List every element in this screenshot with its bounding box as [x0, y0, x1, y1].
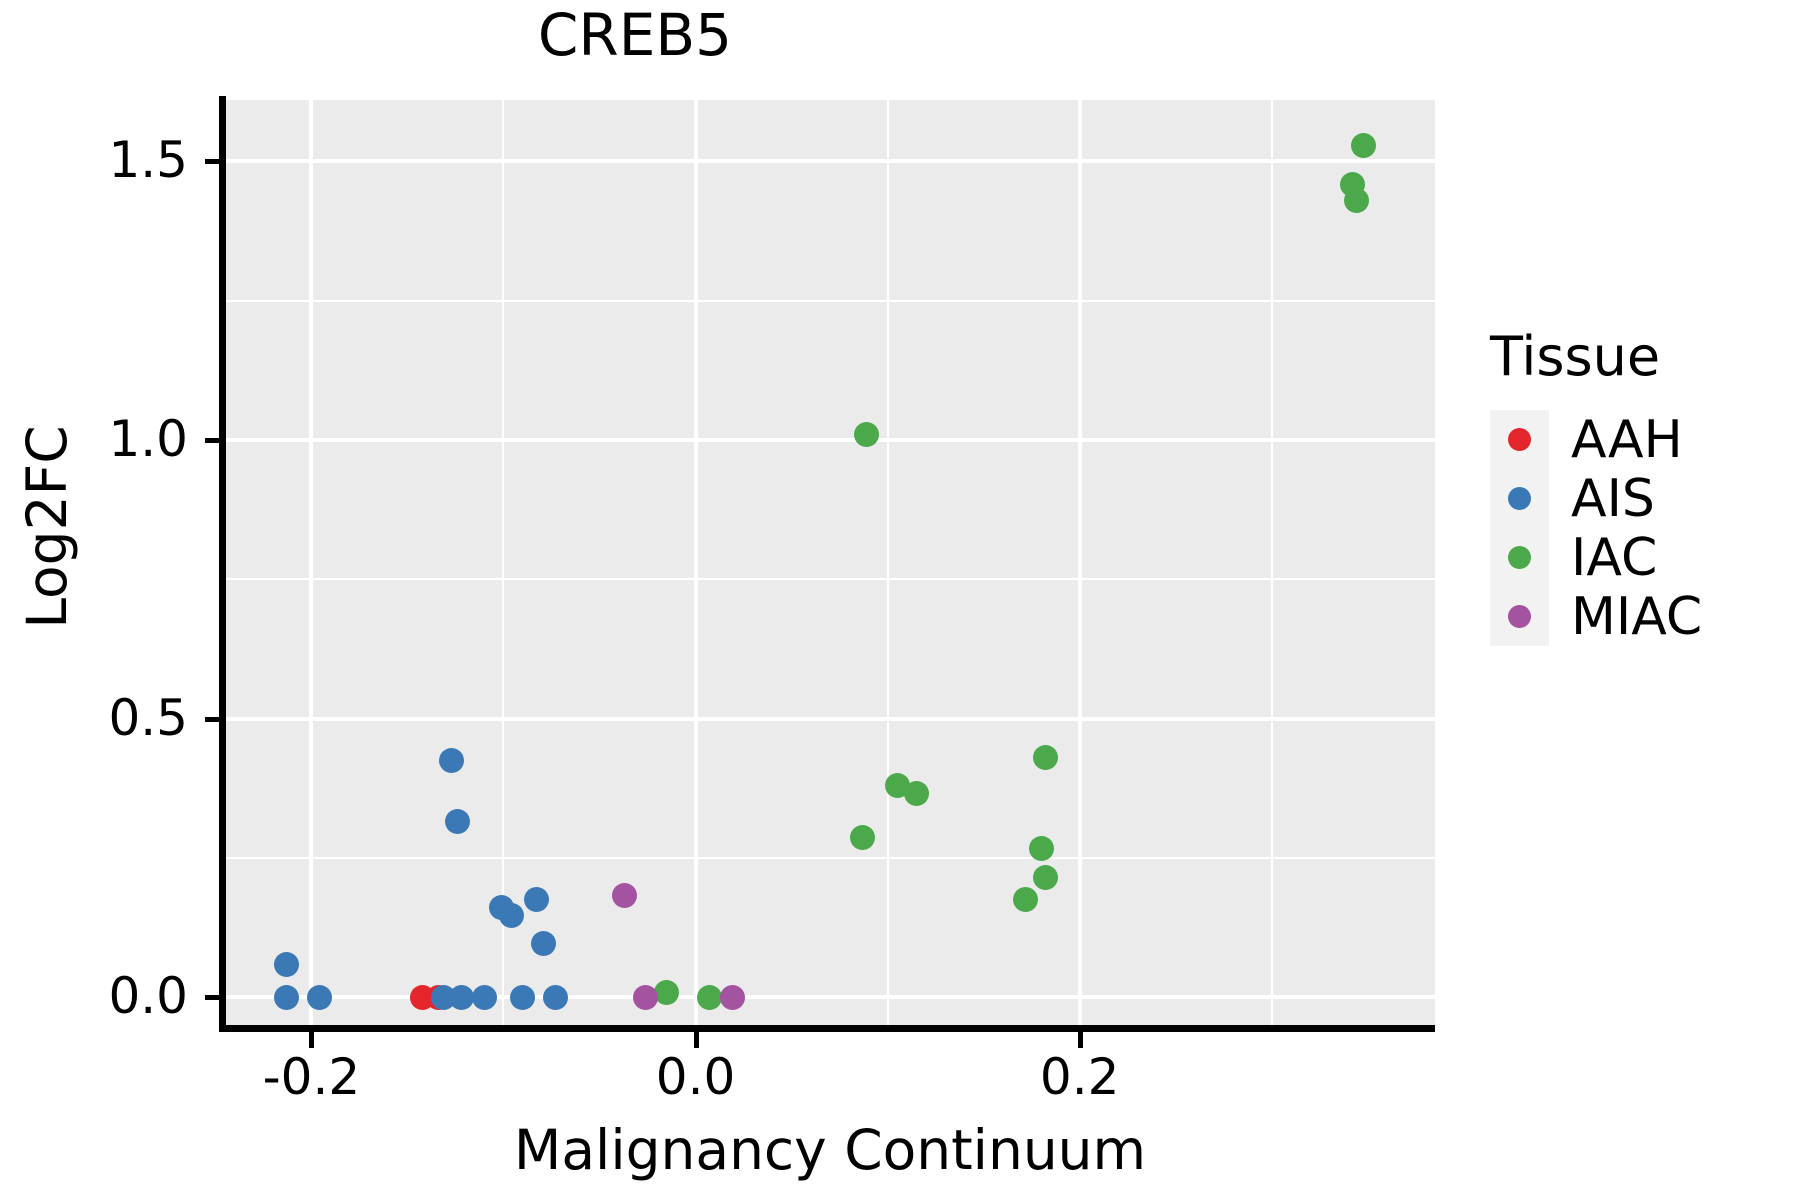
- legend-item-aah[interactable]: AAH: [1490, 410, 1790, 469]
- legend-key-swatch: [1490, 469, 1549, 528]
- y-axis-tick-label: 0.0: [108, 967, 188, 1026]
- y-axis-tick-label: 0.5: [108, 688, 188, 747]
- legend-title: Tissue: [1490, 325, 1661, 388]
- gridline-vertical-minor: [502, 100, 505, 1025]
- data-point-ais: [306, 984, 332, 1010]
- data-point-iac: [1343, 187, 1369, 213]
- data-point-miac: [633, 984, 659, 1010]
- gridline-vertical-major: [309, 100, 314, 1025]
- data-point-iac: [1032, 745, 1058, 771]
- data-point-ais: [439, 748, 465, 774]
- gridline-horizontal-minor: [225, 160, 1435, 163]
- data-point-ais: [542, 984, 568, 1010]
- legend-key-swatch: [1490, 528, 1549, 587]
- legend-items: AAH AIS IAC MIAC: [1490, 410, 1790, 646]
- plot-panel: [225, 100, 1435, 1025]
- data-point-ais: [531, 931, 557, 957]
- data-point-iac: [1032, 865, 1058, 891]
- legend-dot-icon: [1508, 546, 1531, 569]
- data-point-iac: [1028, 835, 1054, 861]
- data-point-ais: [523, 886, 549, 912]
- data-point-ais: [273, 952, 299, 978]
- data-point-iac: [903, 780, 929, 806]
- data-point-ais: [498, 903, 524, 929]
- gridline-vertical-minor: [886, 100, 889, 1025]
- gridline-horizontal-minor: [225, 578, 1435, 581]
- data-point-iac: [1013, 886, 1039, 912]
- y-axis-tick-mark: [205, 159, 219, 165]
- y-axis-tick-label: 1.0: [108, 409, 188, 468]
- y-axis-tick-mark: [205, 995, 219, 1001]
- y-axis-line: [219, 96, 226, 1029]
- data-point-miac: [611, 883, 637, 909]
- data-point-ais: [448, 984, 474, 1010]
- x-axis-line: [219, 1025, 1435, 1032]
- data-point-iac: [1351, 133, 1377, 159]
- gridline-vertical-minor: [1270, 100, 1273, 1025]
- y-axis-tick-mark: [205, 716, 219, 722]
- y-axis-title: Log2FC: [15, 425, 79, 629]
- legend-item-label: MIAC: [1571, 586, 1703, 647]
- gridline-horizontal-minor: [225, 856, 1435, 859]
- legend-key-swatch: [1490, 410, 1549, 469]
- x-axis-tick-label: 0.0: [655, 1048, 736, 1106]
- gridline-horizontal-major: [225, 716, 1435, 721]
- data-point-miac: [719, 984, 745, 1010]
- legend-item-ais[interactable]: AIS: [1490, 469, 1790, 528]
- legend-key-swatch: [1490, 587, 1549, 646]
- gridline-horizontal-major: [225, 437, 1435, 442]
- chart-title: CREB5: [537, 1, 733, 69]
- gridline-horizontal-minor: [225, 299, 1435, 302]
- legend: Tissue AAH AIS IAC MIAC: [1490, 330, 1790, 646]
- legend-item-miac[interactable]: MIAC: [1490, 587, 1790, 646]
- data-point-ais: [273, 984, 299, 1010]
- legend-dot-icon: [1508, 428, 1531, 451]
- legend-dot-icon: [1508, 605, 1531, 628]
- x-axis-tick-mark: [693, 1032, 699, 1048]
- x-axis-tick-mark: [309, 1032, 315, 1048]
- y-axis-tick-mark: [205, 437, 219, 443]
- data-point-ais: [510, 984, 536, 1010]
- data-point-iac: [696, 984, 722, 1010]
- gridline-vertical-major: [1077, 100, 1082, 1025]
- legend-item-label: IAC: [1571, 527, 1658, 588]
- legend-item-label: AIS: [1571, 468, 1655, 529]
- x-axis-tick-label: 0.2: [1039, 1048, 1120, 1106]
- y-axis-tick-label: 1.5: [108, 131, 188, 190]
- legend-item-iac[interactable]: IAC: [1490, 528, 1790, 587]
- data-point-ais: [471, 984, 497, 1010]
- gridline-horizontal-major: [225, 995, 1435, 1000]
- data-point-iac: [853, 421, 879, 447]
- legend-item-label: AAH: [1571, 409, 1683, 470]
- data-point-iac: [654, 980, 680, 1006]
- data-point-ais: [444, 808, 470, 834]
- legend-dot-icon: [1508, 487, 1531, 510]
- x-axis-tick-label: -0.2: [262, 1048, 361, 1106]
- data-point-iac: [850, 825, 876, 851]
- x-axis-title: Malignancy Continuum: [513, 1118, 1147, 1182]
- x-axis-tick-mark: [1077, 1032, 1083, 1048]
- gridline-vertical-major: [693, 100, 698, 1025]
